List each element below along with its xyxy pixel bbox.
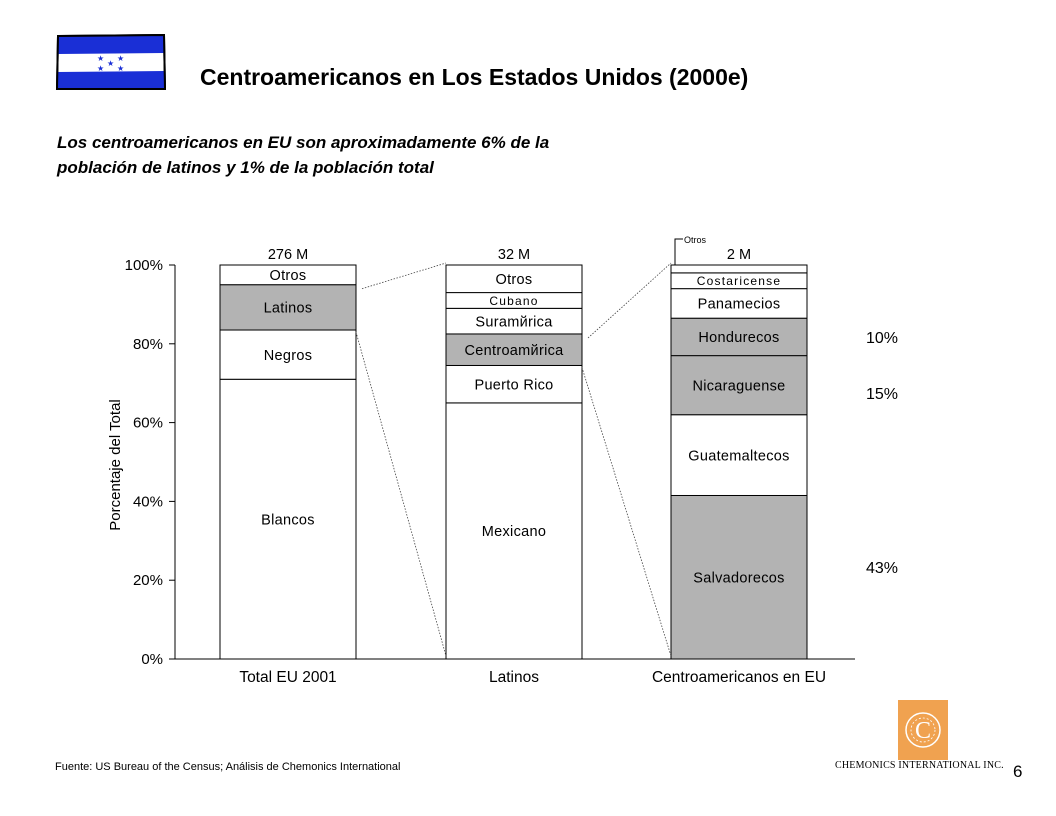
- bar-segment-negros: [219, 329, 357, 380]
- x-tick-label: Total EU 2001: [239, 669, 336, 686]
- y-tick-label: 100%: [125, 257, 163, 274]
- callout-line: [674, 238, 683, 265]
- svg-text:★: ★: [117, 54, 124, 63]
- segment-label-panamecios: Panamecios: [698, 297, 781, 313]
- honduras-flag-icon: ★ ★ ★ ★ ★: [55, 33, 167, 90]
- segment-label-suram-rica: Suramйrica: [475, 314, 553, 330]
- bar-segment-guatemaltecos: [670, 414, 808, 496]
- segment-label-centroam-rica: Centroamйrica: [464, 343, 564, 359]
- connector-line: [355, 331, 447, 657]
- y-tick-label: 80%: [133, 336, 163, 353]
- segment-label-salvadorecos: Salvadorecos: [693, 570, 784, 586]
- logo-letter: C: [915, 718, 931, 744]
- annotation-hondurecos: 10%: [866, 330, 899, 347]
- segment-label-guatemaltecos: Guatemaltecos: [688, 448, 789, 464]
- bar-total-label: 32 M: [498, 247, 530, 263]
- svg-text:★: ★: [117, 64, 124, 73]
- segment-label-latinos: Latinos: [264, 301, 313, 317]
- bar-segment-panamecios: [670, 288, 808, 319]
- y-tick-label: 0%: [141, 651, 163, 668]
- x-tick-label: Latinos: [489, 669, 539, 686]
- connector-line: [581, 367, 672, 657]
- segment-label-hondurecos: Hondurecos: [698, 330, 779, 346]
- segment-label-nicaraguense: Nicaraguense: [692, 378, 785, 394]
- bar-segment-nicaraguense: [670, 355, 808, 416]
- annotation-salvadorecos: 43%: [866, 560, 899, 577]
- page-subtitle: Los centroamericanos en EU son aproximad…: [57, 133, 550, 177]
- y-tick-label: 60%: [133, 415, 163, 432]
- bar-segment-centroam-rica: [445, 333, 583, 366]
- chemonics-logo-icon: C: [898, 700, 948, 760]
- connector-line: [361, 262, 447, 290]
- y-tick-label: 40%: [133, 493, 163, 510]
- source-note: Fuente: US Bureau of the Census; Análisi…: [55, 761, 401, 773]
- segment-label-costaricense: Costaricense: [697, 274, 781, 288]
- bar-segment-latinos: [219, 284, 357, 331]
- bar-segment-puerto-rico: [445, 364, 583, 404]
- segment-label-otros: Otros: [684, 235, 707, 245]
- segment-label-otros: Otros: [270, 268, 307, 284]
- bar-segment-suram-rica: [445, 307, 583, 335]
- bar-total-label: 2 M: [727, 247, 751, 263]
- bar-segment-otros: [219, 264, 357, 286]
- connector-line: [587, 262, 672, 339]
- y-tick-label: 20%: [133, 572, 163, 589]
- segment-label-mexicano: Mexicano: [482, 524, 546, 540]
- y-axis-label: Porcentaje del Total: [107, 399, 124, 530]
- page-title: Centroamericanos en Los Estados Unidos (…: [200, 64, 749, 90]
- bar-total-label: 276 M: [268, 247, 308, 263]
- bar-segment-blancos: [219, 378, 357, 660]
- segment-label-negros: Negros: [264, 348, 313, 364]
- svg-text:★: ★: [107, 59, 114, 68]
- bar-segment-otros: [445, 264, 583, 294]
- bar-segment-mexicano: [445, 402, 583, 660]
- segment-label-otros: Otros: [496, 272, 533, 288]
- bar-segment-otros: [670, 264, 808, 274]
- bar-segment-hondurecos: [670, 317, 808, 357]
- logo-text: CHEMONICS INTERNATIONAL INC.: [835, 760, 1004, 771]
- x-tick-label: Centroamericanos en EU: [652, 669, 826, 686]
- svg-text:★: ★: [97, 64, 104, 73]
- segment-label-cubano: Cubano: [489, 294, 538, 308]
- bar-segment-salvadorecos: [670, 494, 808, 660]
- svg-text:★: ★: [97, 54, 104, 63]
- page-number: 6: [1013, 762, 1023, 781]
- segment-label-puerto-rico: Puerto Rico: [474, 377, 553, 393]
- segment-label-blancos: Blancos: [261, 512, 315, 528]
- annotation-nicaraguense: 15%: [866, 386, 899, 403]
